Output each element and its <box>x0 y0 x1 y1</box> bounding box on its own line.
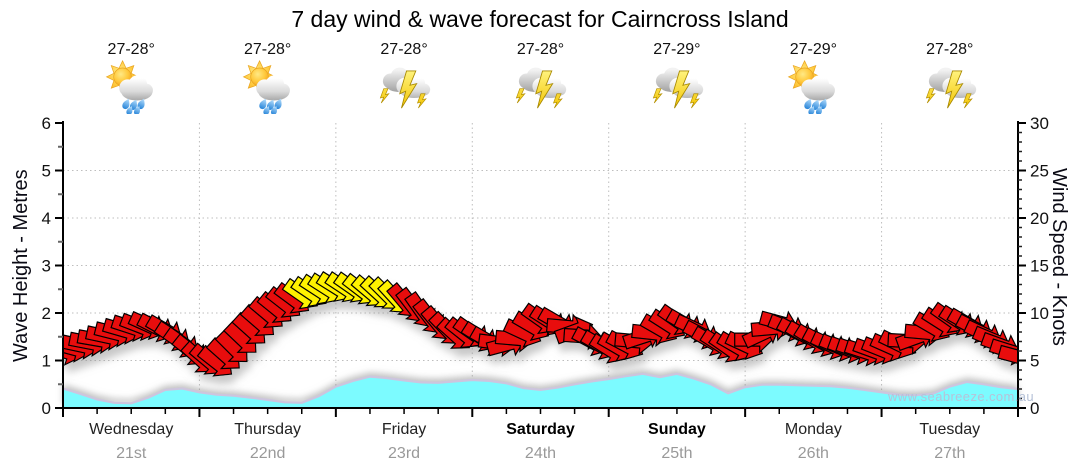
watermark: www.seabreeze.com.au <box>888 389 1035 404</box>
date-label: 25th <box>661 445 693 462</box>
wind-tick-label: 25 <box>1030 162 1049 181</box>
wind-tick-label: 15 <box>1030 257 1049 276</box>
wind-tick-label: 5 <box>1030 352 1039 371</box>
date-label: 24th <box>524 445 557 462</box>
wind-tick-label: 0 <box>1030 399 1039 418</box>
wave-tick-label: 0 <box>42 399 51 418</box>
day-label: Monday <box>784 421 842 438</box>
wave-tick-label: 2 <box>42 304 51 323</box>
day-label: Saturday <box>506 421 575 438</box>
day-label: Sunday <box>648 421 706 438</box>
temperature-range: 27-28° <box>926 41 974 58</box>
date-label: 27th <box>934 445 966 462</box>
wave-tick-label: 1 <box>42 352 51 371</box>
wave-tick-label: 5 <box>42 162 51 181</box>
date-label: 23rd <box>388 445 421 462</box>
temperature-range: 27-28° <box>516 41 565 58</box>
temperature-range: 27-29° <box>789 41 838 58</box>
wave-height-line <box>62 372 1019 405</box>
wind-arrow-series <box>63 270 1018 377</box>
date-label: 22nd <box>249 445 286 462</box>
wave-tick-label: 3 <box>42 257 51 276</box>
temperature-range: 27-28° <box>380 41 428 58</box>
wind-tick-label: 10 <box>1030 304 1049 323</box>
temperature-range: 27-28° <box>107 41 155 58</box>
page-title: 7 day wind & wave forecast for Cairncros… <box>291 6 789 32</box>
temperature-range: 27-29° <box>653 41 701 58</box>
wind-tick-label: 20 <box>1030 209 1049 228</box>
day-label: Tuesday <box>919 421 981 438</box>
date-label: 26th <box>797 445 829 462</box>
wave-tick-label: 6 <box>42 114 51 133</box>
temperature-range: 27-28° <box>243 41 292 58</box>
date-label: 21st <box>116 445 147 462</box>
wind-tick-label: 30 <box>1030 114 1049 133</box>
wave-tick-label: 4 <box>42 209 51 228</box>
day-label: Wednesday <box>89 421 174 438</box>
day-label: Friday <box>381 421 427 438</box>
day-label: Thursday <box>234 421 301 438</box>
